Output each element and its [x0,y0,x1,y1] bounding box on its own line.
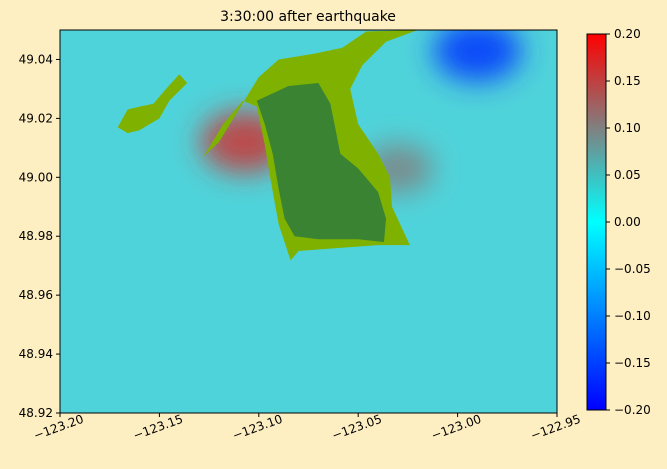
anomaly-blob-2 [433,30,522,82]
y-tick-label: 48.98 [19,229,53,243]
y-tick-label: 48.94 [19,347,53,361]
x-tick-label: −123.05 [330,412,384,443]
y-tick-label: 49.00 [19,170,53,184]
y-tick-label: 49.02 [19,111,53,125]
y-axis: 48.92 48.94 48.96 48.98 49.00 49.02 49.04 [19,52,60,420]
x-axis: −123.20 −123.15 −123.10 −123.05 −123.00 −122.… [32,412,583,443]
y-tick-label: 48.96 [19,288,53,302]
colorbar-gradient [587,34,606,410]
y-tick-label: 48.92 [19,406,53,420]
colorbar-tick-label: −0.10 [614,309,651,323]
colorbar-ticks: −0.20 −0.15 −0.10 −0.05 0.00 0.05 0.10 0.15 0.20 [606,27,651,417]
y-tick-label: 49.04 [19,52,53,66]
x-tick-label: −123.00 [429,412,483,443]
colorbar-tick-label: 0.05 [614,168,641,182]
land-region-2 [256,83,386,243]
colorbar-tick-label: −0.05 [614,262,651,276]
colorbar-tick-label: −0.15 [614,356,651,370]
x-tick-label: −123.15 [131,412,185,443]
x-tick-label: −122.95 [529,412,583,443]
chart-title: 3:30:00 after earthquake [220,9,396,25]
colorbar-tick-label: 0.10 [614,121,641,135]
x-tick-label: −123.10 [231,412,285,443]
land-layer [117,30,418,261]
land-region-1 [117,74,188,134]
colorbar-tick-label: −0.20 [614,403,651,417]
plot-area [59,29,558,414]
plot-frame [59,29,558,414]
colorbar-tick-label: 0.00 [614,215,641,229]
colorbar-tick-label: 0.15 [614,74,641,88]
colorbar: −0.20 −0.15 −0.10 −0.05 0.00 0.05 0.10 0.15 0.20 [586,27,651,417]
colorbar-tick-label: 0.20 [614,27,641,41]
